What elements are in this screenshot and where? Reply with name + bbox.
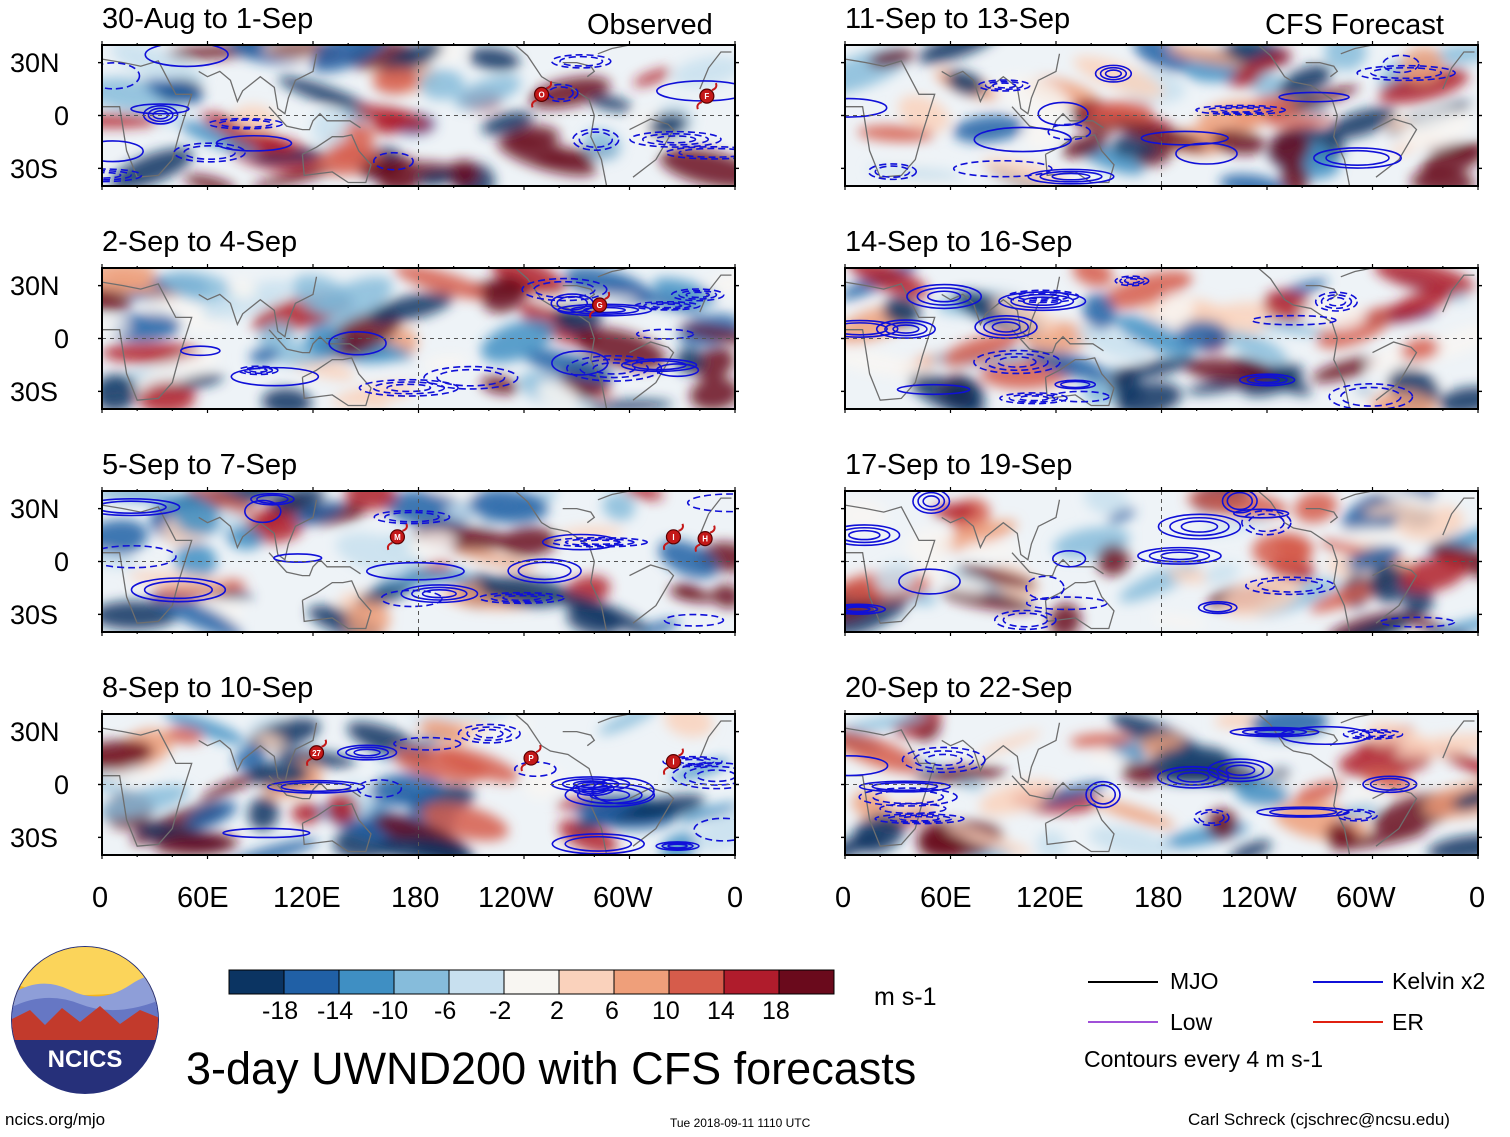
colorbar-label: -6	[434, 997, 457, 1025]
storm-marker: I	[662, 523, 684, 551]
logo-text: NCICS	[48, 1046, 123, 1073]
svg-text:I: I	[672, 533, 674, 542]
svg-text:F: F	[704, 92, 709, 101]
xtick-180: 180	[1134, 882, 1183, 914]
storm-marker: 27	[306, 739, 328, 767]
xtick-120e: 120E	[1016, 882, 1084, 914]
ytick-30s: 30S	[10, 600, 59, 630]
colorbar-box	[503, 969, 560, 995]
colorbar-label: 10	[652, 997, 680, 1025]
panel-title-6: 14-Sep to 16-Sep	[845, 226, 1073, 258]
panel-title-4: 8-Sep to 10-Sep	[102, 672, 314, 704]
ytick-0: 0	[54, 101, 70, 131]
ytick-30n: 30N	[10, 271, 60, 301]
colorbar-label: 18	[762, 997, 790, 1025]
colorbar-box	[448, 969, 505, 995]
ytick-30n: 30N	[10, 717, 60, 747]
colorbar-label: -14	[317, 997, 354, 1025]
colorbar-label: 2	[550, 997, 564, 1025]
colorbar-units: m s-1	[874, 983, 937, 1011]
colorbar-box	[283, 969, 340, 995]
storm-marker: F	[696, 82, 718, 110]
colorbar-box	[338, 969, 395, 995]
ytick-0: 0	[54, 324, 70, 354]
colorbar	[228, 969, 835, 995]
xtick-120e: 120E	[273, 882, 341, 914]
svg-text:P: P	[528, 754, 534, 763]
svg-text:27: 27	[312, 749, 321, 758]
xtick-0-end: 0	[727, 882, 744, 914]
observed-label: Observed	[587, 9, 713, 41]
legend-low: Low	[1170, 1009, 1213, 1035]
map-panel	[841, 487, 1482, 636]
xtick-0: 0	[835, 882, 852, 914]
colorbar-box	[778, 969, 835, 995]
xtick-0-end: 0	[1469, 882, 1486, 914]
legend-lines	[1088, 981, 1383, 1023]
footer-url[interactable]: ncics.org/mjo	[5, 1110, 106, 1129]
colorbar-label: -18	[262, 997, 299, 1025]
ytick-30n: 30N	[10, 48, 60, 78]
xtick-60w: 60W	[1336, 882, 1396, 914]
panel-title-8: 20-Sep to 22-Sep	[845, 672, 1073, 704]
panel-title-1: 30-Aug to 1-Sep	[102, 3, 314, 35]
xtick-60w: 60W	[593, 882, 653, 914]
forecast-label: CFS Forecast	[1265, 9, 1444, 41]
ytick-30s: 30S	[10, 377, 59, 407]
legend-mjo: MJO	[1170, 968, 1219, 994]
storm-marker: G	[589, 291, 611, 319]
footer-credit: Carl Schreck (cjschrec@ncsu.edu)	[1188, 1110, 1450, 1129]
colorbar-label: -10	[372, 997, 409, 1025]
xtick-180: 180	[391, 882, 440, 914]
svg-text:O: O	[538, 90, 544, 99]
colorbar-box	[723, 969, 780, 995]
colorbar-box	[613, 969, 670, 995]
colorbar-label: 6	[605, 997, 619, 1025]
xtick-0: 0	[92, 882, 109, 914]
ytick-30n: 30N	[10, 494, 60, 524]
map-panel	[841, 264, 1482, 413]
timestamp: Tue 2018-09-11 1110 UTC	[670, 1116, 811, 1130]
colorbar-box	[228, 969, 285, 995]
svg-text:H: H	[702, 535, 708, 544]
panel-title-3: 5-Sep to 7-Sep	[102, 449, 298, 481]
ytick-30s: 30S	[10, 823, 59, 853]
contour-note: Contours every 4 m s-1	[1084, 1046, 1324, 1072]
colorbar-box	[668, 969, 725, 995]
colorbar-label: -2	[489, 997, 512, 1025]
colorbar-label: 14	[707, 997, 735, 1025]
legend-er: ER	[1392, 1009, 1424, 1035]
ytick-0: 0	[54, 547, 70, 577]
storm-marker: M	[386, 523, 408, 551]
colorbar-box	[558, 969, 615, 995]
ncics-logo: NCICS	[11, 946, 159, 1094]
legend-kelvin: Kelvin x2	[1392, 968, 1486, 994]
xtick-60e: 60E	[920, 882, 972, 914]
map-panel	[841, 710, 1482, 859]
panel-title-5: 11-Sep to 13-Sep	[845, 3, 1071, 35]
storm-marker: I	[662, 748, 684, 775]
xtick-120w: 120W	[1221, 882, 1297, 914]
map-panel: G	[98, 264, 739, 413]
svg-text:G: G	[596, 301, 602, 310]
panel-title-7: 17-Sep to 19-Sep	[845, 449, 1073, 481]
storm-marker: H	[694, 525, 716, 552]
map-panel	[841, 41, 1482, 190]
colorbar-box	[393, 969, 450, 995]
storm-marker: O	[531, 80, 553, 108]
xtick-120w: 120W	[478, 882, 554, 914]
panel-title-2: 2-Sep to 4-Sep	[102, 226, 298, 258]
xtick-60e: 60E	[177, 882, 229, 914]
map-panel: 27 P I	[98, 710, 739, 859]
storm-marker: P	[520, 744, 542, 772]
main-title: 3-day UWND200 with CFS forecasts	[186, 1043, 917, 1094]
svg-text:I: I	[672, 758, 674, 767]
ytick-30s: 30S	[10, 154, 59, 184]
svg-text:M: M	[394, 533, 401, 542]
ytick-0: 0	[54, 770, 70, 800]
